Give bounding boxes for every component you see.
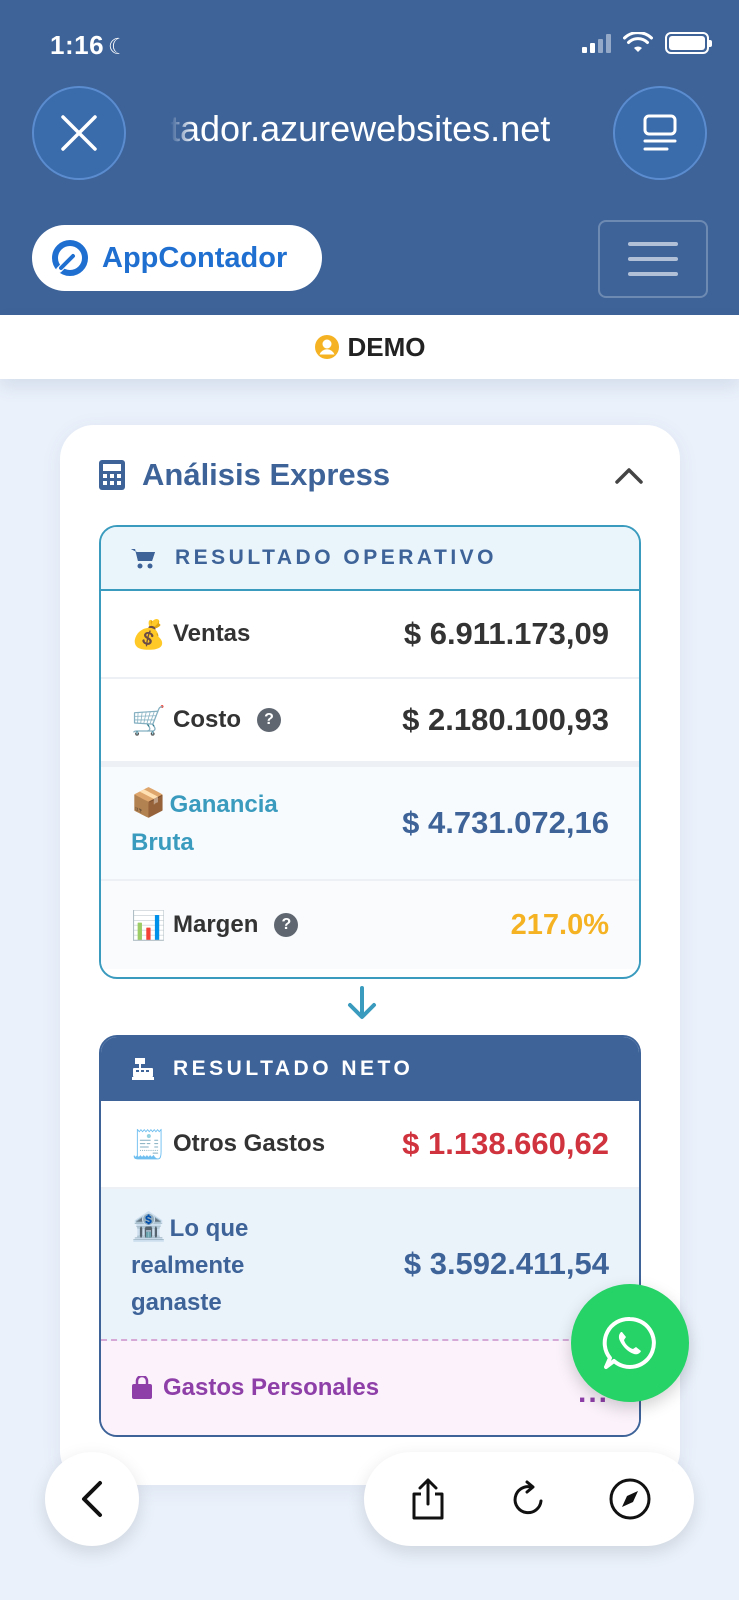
resultado-operativo-section: RESULTADO OPERATIVO 💰 Ventas $ 6.911.173… (99, 525, 641, 979)
bar-chart-icon: 📊 (131, 909, 166, 941)
reload-icon (513, 1480, 543, 1515)
chevron-up-icon[interactable] (614, 465, 644, 485)
back-button[interactable] (45, 1452, 139, 1546)
ventas-row: 💰 Ventas $ 6.911.173,09 (101, 591, 639, 679)
bank-icon: 🏦 (131, 1210, 166, 1242)
otros-label-group: 🧾 Otros Gastos (131, 1128, 325, 1161)
ganancia-label: Ganancia Bruta (131, 791, 278, 856)
demo-bar: DEMO (0, 315, 739, 379)
whatsapp-icon (602, 1316, 656, 1369)
brand-logo-icon (52, 240, 88, 276)
calculator-icon (99, 460, 125, 490)
section-heading: RESULTADO OPERATIVO (175, 546, 498, 569)
analisis-express-card: Análisis Express RESULTADO OPERATIVO 💰 V… (60, 425, 680, 1485)
gastos-personales-row[interactable]: Gastos Personales ... (101, 1341, 639, 1435)
package-icon: 📦 (131, 787, 166, 818)
card-header[interactable]: Análisis Express (98, 457, 390, 493)
whatsapp-button[interactable] (571, 1284, 689, 1402)
back-icon (82, 1481, 102, 1517)
status-indicators (582, 32, 712, 54)
status-time: 1:16 ☾ (50, 30, 128, 61)
ganancia-bruta-row: 📦 Ganancia Bruta $ 4.731.072,16 (101, 767, 639, 881)
ganancia-label-group: 📦 Ganancia Bruta (131, 784, 331, 862)
menu-icon-bar (628, 257, 678, 261)
arrow-down-icon (348, 986, 376, 1019)
ventas-label: Ventas (173, 620, 251, 647)
brand-logo-pill[interactable]: AppContador (32, 225, 322, 291)
margen-label-group: 📊 Margen ? (131, 909, 299, 942)
ventas-value: $ 6.911.173,09 (403, 616, 609, 651)
browser-toolbar (364, 1452, 694, 1546)
url-display[interactable]: tador.azurewebsites.net (170, 108, 600, 150)
otros-gastos-row: 🧾 Otros Gastos $ 1.138.660,62 (101, 1101, 639, 1189)
receipt-icon: 🧾 (131, 1128, 166, 1160)
bag-icon (132, 1376, 152, 1399)
signal-icon (582, 33, 611, 53)
share-button[interactable] (398, 1469, 458, 1529)
ganaste-label: Lo que realmente ganaste (131, 1214, 249, 1316)
reload-button[interactable] (499, 1469, 559, 1529)
demo-label: DEMO (347, 331, 426, 362)
section-heading: RESULTADO NETO (173, 1057, 414, 1080)
wifi-icon (623, 32, 653, 52)
ganaste-value: $ 3.592.411,54 (403, 1246, 609, 1281)
close-icon (61, 115, 97, 151)
money-bag-icon: 💰 (131, 618, 166, 650)
margen-value: 217.0% (510, 908, 609, 941)
cart-icon (131, 549, 155, 569)
compass-icon (609, 1478, 651, 1520)
help-icon[interactable]: ? (257, 708, 281, 732)
costo-value: $ 2.180.100,93 (402, 702, 609, 737)
browser-header: 1:16 ☾ tador.azurewebsites.net AppContado… (0, 0, 739, 315)
costo-row: 🛒 Costo ? $ 2.180.100,93 (101, 679, 639, 767)
close-button[interactable] (32, 86, 126, 180)
margen-row: 📊 Margen ? 217.0% (101, 881, 639, 969)
brand-name: AppContador (102, 241, 288, 274)
costo-label: Costo (173, 706, 241, 733)
status-time-text: 1:16 (50, 30, 105, 60)
ganaste-row: 🏦 Lo que realmente ganaste $ 3.592.411,5… (101, 1189, 639, 1341)
personal-label: Gastos Personales (163, 1374, 380, 1401)
reader-icon (643, 114, 677, 151)
battery-icon (665, 32, 712, 54)
card-title: Análisis Express (142, 457, 391, 492)
safari-button[interactable] (600, 1469, 660, 1529)
share-icon (412, 1478, 444, 1520)
menu-button[interactable] (598, 220, 708, 298)
ventas-label-group: 💰 Ventas (131, 618, 250, 651)
cash-register-icon (132, 1058, 154, 1080)
reader-button[interactable] (613, 86, 707, 180)
resultado-operativo-header: RESULTADO OPERATIVO (101, 527, 639, 591)
menu-icon-bar (628, 272, 678, 276)
user-icon (314, 335, 339, 359)
moon-icon: ☾ (108, 34, 129, 59)
margen-label: Margen (173, 911, 259, 938)
ganancia-value: $ 4.731.072,16 (402, 805, 609, 840)
help-icon[interactable]: ? (274, 913, 299, 937)
otros-value: $ 1.138.660,62 (402, 1126, 609, 1161)
otros-label: Otros Gastos (173, 1130, 326, 1157)
shopping-cart-icon: 🛒 (131, 704, 166, 736)
resultado-neto-section: RESULTADO NETO 🧾 Otros Gastos $ 1.138.66… (99, 1035, 641, 1437)
resultado-neto-header: RESULTADO NETO (101, 1037, 639, 1101)
personal-label-group: Gastos Personales (131, 1374, 379, 1402)
costo-label-group: 🛒 Costo ? (131, 704, 281, 737)
menu-icon-bar (628, 242, 678, 246)
ganaste-label-group: 🏦 Lo que realmente ganaste (131, 1208, 301, 1321)
